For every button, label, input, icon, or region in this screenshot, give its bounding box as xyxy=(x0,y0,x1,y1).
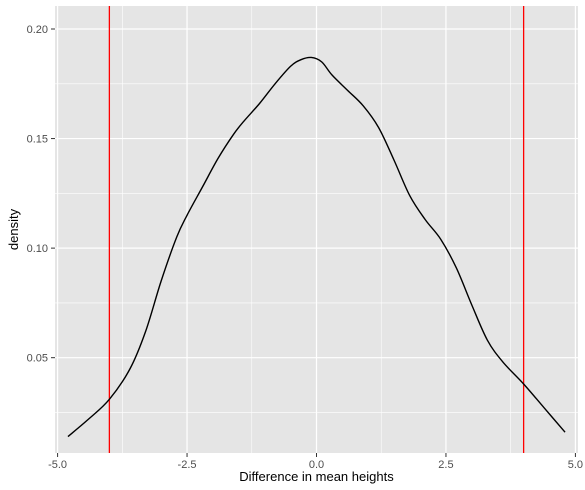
y-tick-label: 0.15 xyxy=(27,134,48,146)
y-axis-title: density xyxy=(6,208,21,250)
x-tick-label: -2.5 xyxy=(178,459,197,471)
y-axis: 0.05 0.10 0.15 0.20 xyxy=(27,24,55,365)
y-tick-label: 0.20 xyxy=(27,24,48,36)
y-tick-label: 0.05 xyxy=(27,353,48,365)
x-axis: -5.0 -2.5 0.0 2.5 5.0 xyxy=(48,453,583,471)
density-curve xyxy=(67,56,566,438)
x-tick-label: -5.0 xyxy=(48,459,67,471)
x-axis-title: Difference in mean heights xyxy=(239,469,394,484)
y-tick-label: 0.10 xyxy=(27,243,48,255)
reference-lines xyxy=(108,6,525,453)
x-tick-label: 2.5 xyxy=(438,459,453,471)
x-tick-label: 5.0 xyxy=(568,459,583,471)
x-tick-label: 0.0 xyxy=(309,459,324,471)
major-gridlines xyxy=(55,6,578,453)
